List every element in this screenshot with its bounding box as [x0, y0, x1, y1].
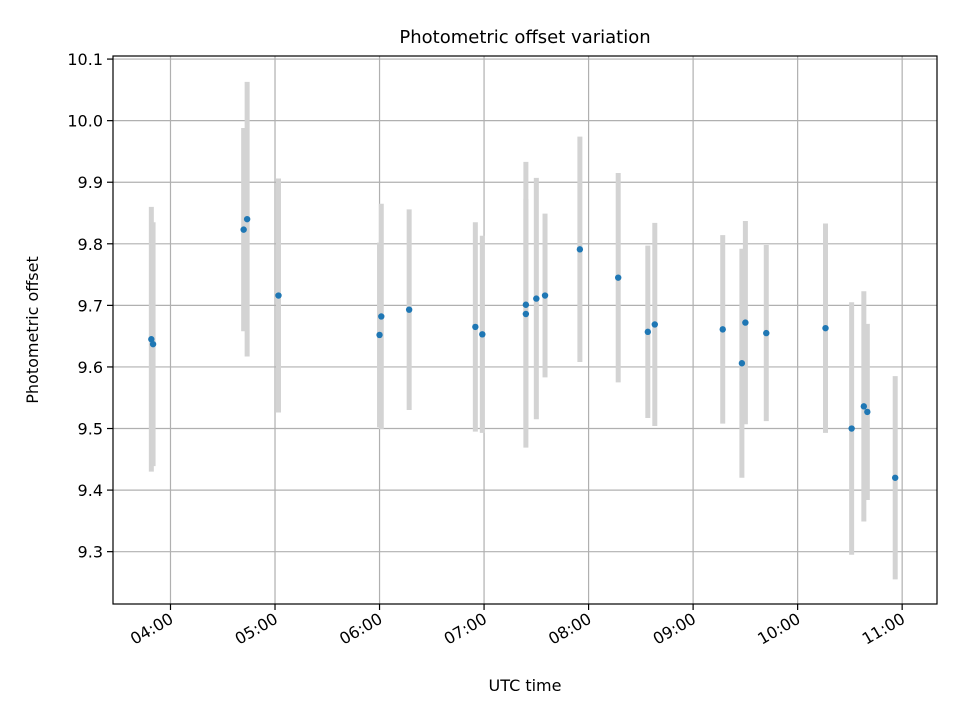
data-point — [376, 331, 383, 339]
data-point — [149, 340, 157, 348]
data-point — [891, 474, 899, 481]
y-tick-label: 10.1 — [67, 50, 103, 69]
plot-frame — [112, 55, 938, 605]
data-point — [651, 321, 658, 328]
y-axis-title: Photometric offset — [23, 256, 42, 404]
data-point — [848, 425, 855, 432]
chart-title: Photometric offset variation — [399, 27, 650, 48]
data-point — [533, 295, 540, 302]
data-point — [522, 301, 530, 308]
data-point — [738, 360, 746, 367]
data-point — [243, 215, 251, 223]
data-point — [763, 329, 770, 337]
data-point — [378, 313, 385, 320]
y-tick-label: 10.0 — [67, 112, 103, 131]
data-point — [742, 319, 749, 326]
data-point — [719, 326, 726, 333]
x-axis-title: UTC time — [489, 676, 562, 695]
data-point — [576, 246, 584, 253]
data-point — [275, 292, 282, 299]
y-tick-label: 9.5 — [78, 420, 103, 439]
data-point — [472, 323, 479, 331]
data-point — [864, 408, 871, 416]
data-point — [148, 336, 155, 343]
y-tick-label: 9.8 — [78, 235, 103, 254]
data-point — [860, 403, 868, 410]
data-point — [405, 306, 413, 313]
y-tick-label: 9.7 — [78, 296, 103, 315]
data-point — [541, 292, 549, 299]
data-points — [148, 215, 899, 481]
data-point — [479, 331, 486, 338]
y-tick-label: 9.9 — [78, 173, 103, 192]
data-point — [240, 226, 247, 233]
y-axis: 9.3 9.4 9.5 9.6 9.7 9.8 9.9 10.0 10.1 — [67, 50, 113, 562]
y-tick-label: 9.3 — [78, 543, 103, 562]
data-point — [522, 310, 530, 318]
data-point — [644, 328, 652, 336]
data-point — [615, 274, 622, 281]
y-tick-label: 9.4 — [78, 481, 103, 500]
y-tick-label: 9.6 — [78, 358, 103, 377]
plot-area — [112, 55, 938, 605]
data-point — [822, 324, 829, 332]
